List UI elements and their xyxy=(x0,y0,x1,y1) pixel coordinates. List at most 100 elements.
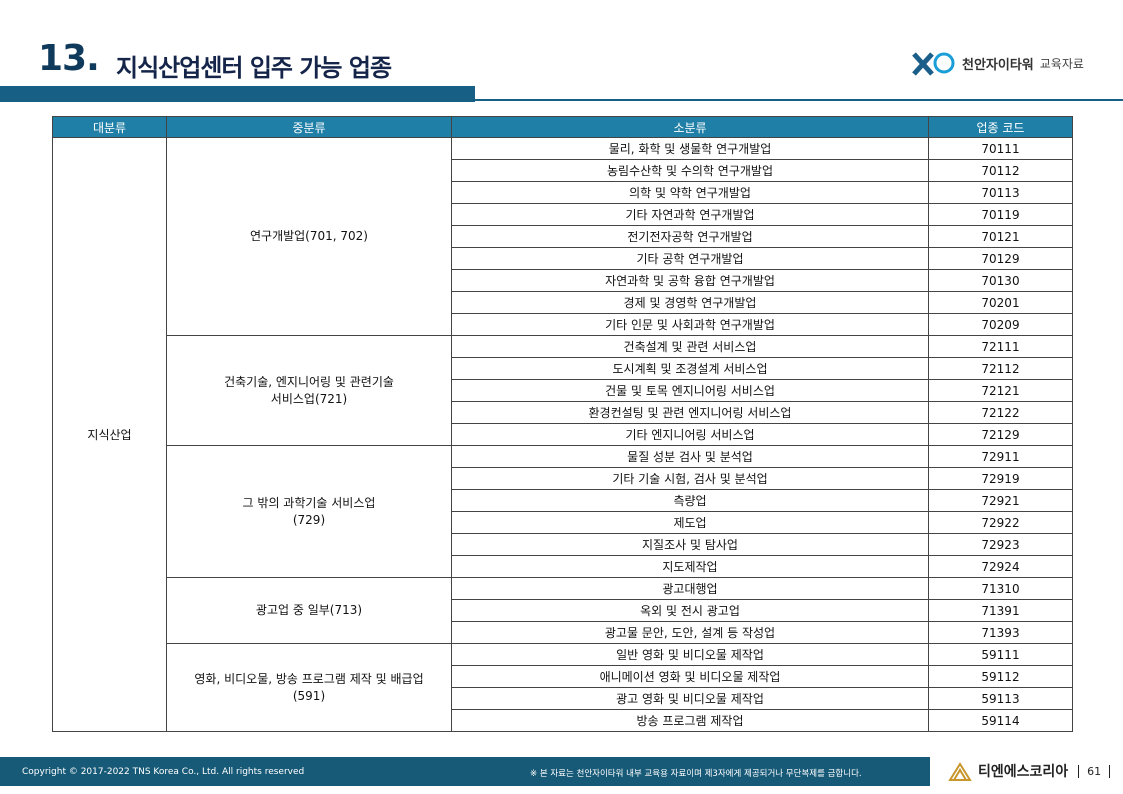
header-cell: 중분류 xyxy=(166,116,452,138)
sub-cell: 애니메이션 영화 및 비디오물 제작업 xyxy=(451,665,929,688)
code-cell: 59111 xyxy=(928,643,1073,666)
sub-cell: 기타 인문 및 사회과학 연구개발업 xyxy=(451,313,929,336)
code-cell: 72111 xyxy=(928,335,1073,358)
major-cell: 지식산업 xyxy=(52,137,167,732)
code-cell: 72911 xyxy=(928,445,1073,468)
sub-cell: 전기전자공학 연구개발업 xyxy=(451,225,929,248)
row: 도시계획 및 조경설계 서비스업 72112 xyxy=(53,357,1073,380)
logo-text: 천안자이타워 xyxy=(962,57,1034,73)
row: 건축기술, 엔지니어링 및 관련기술 서비스업(721) 건축설계 및 관련 서비스… xyxy=(53,335,1073,446)
sub-cell: 물리, 화학 및 생물학 연구개발업 xyxy=(451,137,929,160)
code-cell: 72924 xyxy=(928,555,1073,578)
row: 기타 자연과학 연구개발업 70119 xyxy=(53,203,1073,226)
row: 건물 및 토목 엔지니어링 서비스업 72121 xyxy=(53,379,1073,402)
logo-icon xyxy=(912,52,955,76)
row: 기타 엔지니어링 서비스업 72129 xyxy=(53,423,1073,446)
code-cell: 72121 xyxy=(928,379,1073,402)
sub-cell: 농림수산학 및 수의학 연구개발업 xyxy=(451,159,929,182)
header-line xyxy=(475,99,1123,101)
copyright: Copyright © 2017-2022 TNS Korea Co., Ltd… xyxy=(22,767,305,777)
notice: ※ 본 자료는 천안자이타워 내부 교육용 자료이며 제3자에게 제공되거나 무… xyxy=(530,769,862,779)
mid-label: 서비스업(721) xyxy=(270,391,348,406)
code-cell: 72919 xyxy=(928,467,1073,490)
code-cell: 72921 xyxy=(928,489,1073,512)
code-cell: 59112 xyxy=(928,665,1073,688)
code-cell: 71310 xyxy=(928,577,1073,600)
mid-cell: 연구개발업(701, 702) xyxy=(166,137,452,336)
code-cell: 70111 xyxy=(928,137,1073,160)
mid-label: (729) xyxy=(292,512,326,527)
row: 광고업 중 일부(713) 광고대행업 71310 xyxy=(53,577,1073,644)
code-cell: 70113 xyxy=(928,181,1073,204)
code-cell: 70209 xyxy=(928,313,1073,336)
sub-cell: 일반 영화 및 비디오물 제작업 xyxy=(451,643,929,666)
code-cell: 70119 xyxy=(928,203,1073,226)
row: 그 밖의 과학기술 서비스업 (729) 물질 성분 검사 및 분석업 72911 xyxy=(53,445,1073,578)
page-title: 지식산업센터 입주 가능 업종 xyxy=(116,54,392,82)
footer-white xyxy=(930,757,1123,786)
company-icon xyxy=(948,762,972,781)
sub-cell: 환경컨설팅 및 관련 엔지니어링 서비스업 xyxy=(451,401,929,424)
sub-cell: 방송 프로그램 제작업 xyxy=(451,709,929,732)
sub-cell: 물질 성분 검사 및 분석업 xyxy=(451,445,929,468)
row: 지도제작업 72924 xyxy=(53,555,1073,578)
header-row: 대분류 중분류 소분류 업종 코드 xyxy=(52,116,1073,138)
page-number: 61 xyxy=(1078,764,1111,778)
sub-cell: 지질조사 및 탐사업 xyxy=(451,533,929,556)
row: 기타 인문 및 사회과학 연구개발업 70209 xyxy=(53,313,1073,336)
sub-cell: 기타 자연과학 연구개발업 xyxy=(451,203,929,226)
mid-label: 연구개발업(701, 702) xyxy=(249,229,368,243)
row: 옥외 및 전시 광고업 71391 xyxy=(53,599,1073,622)
mid-label: 영화, 비디오물, 방송 프로그램 제작 및 배급업 xyxy=(194,671,424,686)
sub-cell: 광고대행업 xyxy=(451,577,929,600)
mid-cell: 영화, 비디오물, 방송 프로그램 제작 및 배급업 (591) xyxy=(166,643,452,732)
row: 측량업 72921 xyxy=(53,489,1073,512)
row: 환경컨설팅 및 관련 엔지니어링 서비스업 72122 xyxy=(53,401,1073,424)
header-bar xyxy=(0,86,475,102)
code-cell: 72112 xyxy=(928,357,1073,380)
code-cell: 71391 xyxy=(928,599,1073,622)
sub-cell: 측량업 xyxy=(451,489,929,512)
sub-cell: 건축설계 및 관련 서비스업 xyxy=(451,335,929,358)
code-cell: 70129 xyxy=(928,247,1073,270)
sub-cell: 기타 기술 시험, 검사 및 분석업 xyxy=(451,467,929,490)
code-cell: 72122 xyxy=(928,401,1073,424)
sub-cell: 광고 영화 및 비디오물 제작업 xyxy=(451,687,929,710)
sub-cell: 기타 엔지니어링 서비스업 xyxy=(451,423,929,446)
sub-cell: 제도업 xyxy=(451,511,929,534)
sub-cell: 옥외 및 전시 광고업 xyxy=(451,599,929,622)
industry-table: 대분류 중분류 소분류 업종 코드 지식산업 연구개발업(701, 702) 물리, 화학… xyxy=(52,116,1073,732)
row: 영화, 비디오물, 방송 프로그램 제작 및 배급업 (591) 일반 영화 및 비… xyxy=(53,643,1073,732)
code-cell: 70112 xyxy=(928,159,1073,182)
code-cell: 72129 xyxy=(928,423,1073,446)
header-cell: 대분류 xyxy=(52,116,167,138)
sub-cell: 기타 공학 연구개발업 xyxy=(451,247,929,270)
code-cell: 70201 xyxy=(928,291,1073,314)
mid-cell: 그 밖의 과학기술 서비스업 (729) xyxy=(166,445,452,578)
mid-label: 건축기술, 엔지니어링 및 관련기술 xyxy=(224,374,394,389)
company-logo: 티엔에스코리아 61 xyxy=(948,760,1111,782)
code-cell: 72923 xyxy=(928,533,1073,556)
sub-cell: 자연과학 및 공학 융합 연구개발업 xyxy=(451,269,929,292)
row: 애니메이션 영화 및 비디오물 제작업 59112 xyxy=(53,665,1073,688)
section-number: 13. xyxy=(38,38,100,79)
sub-cell: 광고물 문안, 도안, 설계 등 작성업 xyxy=(451,621,929,644)
mid-label: 그 밖의 과학기술 서비스업 xyxy=(242,495,376,510)
sub-cell: 지도제작업 xyxy=(451,555,929,578)
mid-cell: 광고업 중 일부(713) xyxy=(166,577,452,644)
row: 지식산업 연구개발업(701, 702) 물리, 화학 및 생물학 연구개발업 701… xyxy=(52,137,1073,732)
code-cell: 70121 xyxy=(928,225,1073,248)
row: 기타 공학 연구개발업 70129 xyxy=(53,247,1073,270)
code-cell: 71393 xyxy=(928,621,1073,644)
sub-cell: 의학 및 약학 연구개발업 xyxy=(451,181,929,204)
logo-sub: 교육자료 xyxy=(1039,56,1084,71)
code-cell: 72922 xyxy=(928,511,1073,534)
sub-cell: 도시계획 및 조경설계 서비스업 xyxy=(451,357,929,380)
row: 경제 및 경영학 연구개발업 70201 xyxy=(53,291,1073,314)
mid-label: 광고업 중 일부(713) xyxy=(255,603,363,617)
code-cell: 59113 xyxy=(928,687,1073,710)
mid-label: (591) xyxy=(292,688,326,703)
header-cell: 업종 코드 xyxy=(928,116,1073,138)
